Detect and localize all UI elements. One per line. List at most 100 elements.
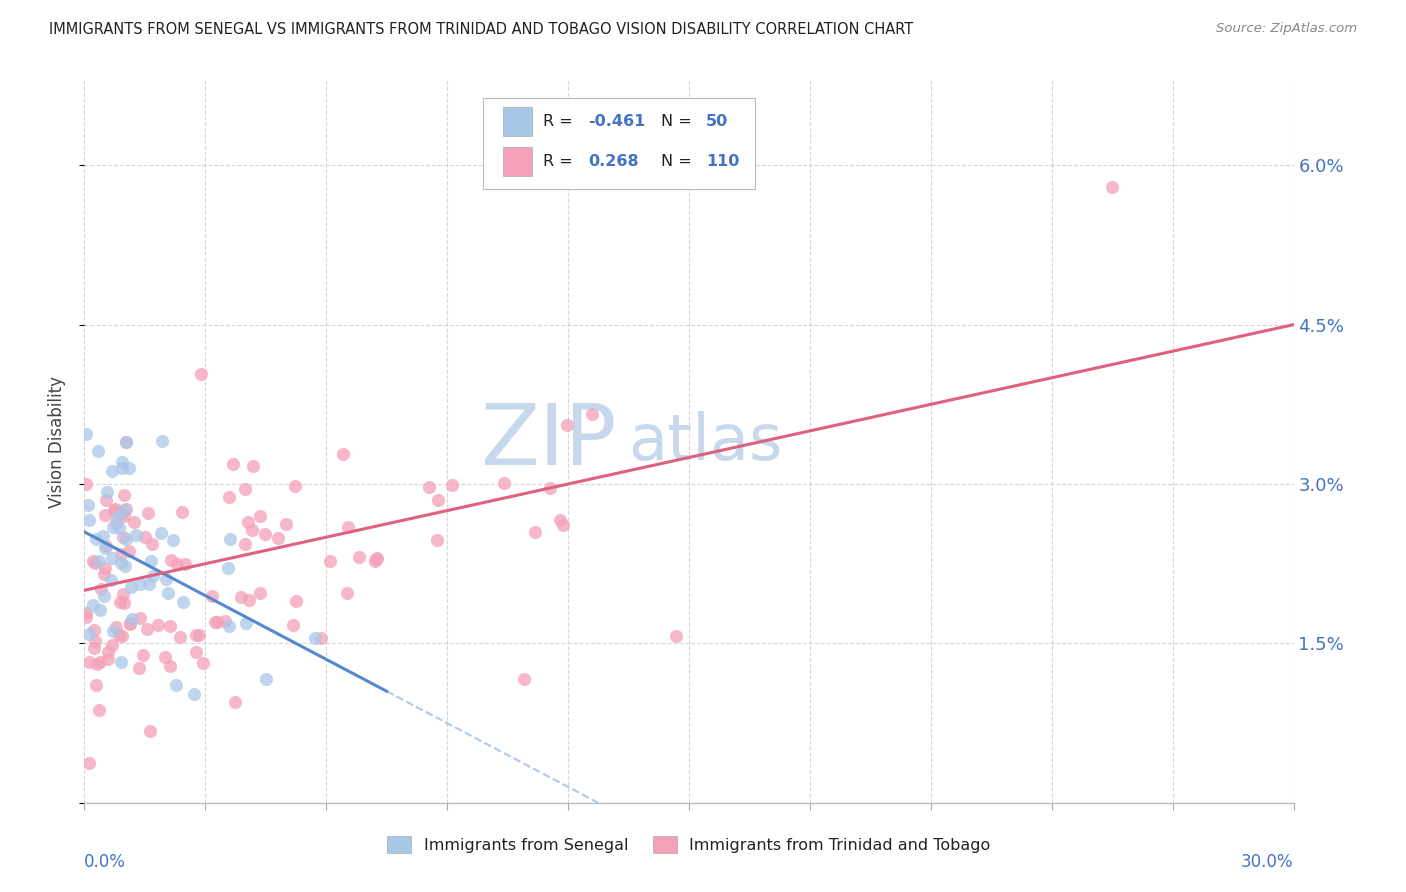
- Point: [111, 506, 134, 520]
- Point: [162, 533, 184, 548]
- Point: [100, 638, 122, 652]
- Point: [128, 576, 150, 591]
- Point: [83, 623, 105, 637]
- Point: [103, 624, 125, 638]
- FancyBboxPatch shape: [503, 107, 531, 136]
- Point: [124, 515, 146, 529]
- Point: [142, 569, 165, 583]
- Point: [157, 585, 180, 599]
- Point: [150, 434, 173, 449]
- Point: [555, 417, 578, 432]
- Point: [184, 644, 207, 658]
- Point: [169, 630, 191, 644]
- Point: [155, 572, 177, 586]
- Point: [105, 516, 128, 531]
- Point: [233, 537, 256, 551]
- Point: [118, 461, 141, 475]
- Point: [84, 556, 107, 570]
- Point: [89, 603, 111, 617]
- Text: 0.268: 0.268: [589, 153, 640, 169]
- Point: [103, 503, 125, 517]
- Point: [121, 611, 143, 625]
- Point: [336, 519, 359, 533]
- Point: [159, 553, 181, 567]
- Point: [75, 610, 97, 624]
- Text: 0.0%: 0.0%: [84, 854, 127, 871]
- Point: [89, 655, 111, 669]
- Point: [254, 673, 277, 687]
- Point: [86, 657, 108, 671]
- Point: [309, 631, 332, 645]
- Point: [82, 599, 104, 613]
- Point: [214, 614, 236, 628]
- Point: [217, 561, 239, 575]
- Text: R =: R =: [543, 114, 578, 129]
- Text: atlas: atlas: [628, 410, 783, 473]
- Point: [96, 484, 118, 499]
- Point: [79, 756, 101, 771]
- Point: [84, 633, 107, 648]
- Point: [101, 550, 124, 565]
- Point: [284, 479, 307, 493]
- Point: [221, 457, 243, 471]
- Point: [101, 520, 124, 534]
- Point: [235, 615, 257, 630]
- Point: [190, 368, 212, 382]
- Point: [75, 606, 97, 620]
- Point: [188, 628, 211, 642]
- Point: [87, 444, 110, 458]
- Point: [86, 532, 108, 546]
- Point: [112, 502, 135, 516]
- Point: [150, 526, 173, 541]
- Point: [523, 524, 546, 539]
- Point: [77, 627, 100, 641]
- Point: [550, 513, 572, 527]
- Point: [136, 622, 159, 636]
- Point: [110, 455, 132, 469]
- Point: [141, 536, 163, 550]
- Y-axis label: Vision Disability: Vision Disability: [48, 376, 66, 508]
- Point: [191, 656, 214, 670]
- Point: [426, 533, 449, 548]
- Point: [91, 529, 114, 543]
- Point: [111, 587, 134, 601]
- Point: [120, 615, 142, 630]
- Point: [94, 492, 117, 507]
- Point: [120, 616, 142, 631]
- Text: N =: N =: [661, 114, 697, 129]
- Point: [111, 629, 134, 643]
- Point: [75, 476, 97, 491]
- Point: [1101, 179, 1123, 194]
- Point: [100, 574, 122, 588]
- Point: [253, 527, 276, 541]
- Text: IMMIGRANTS FROM SENEGAL VS IMMIGRANTS FROM TRINIDAD AND TOBAGO VISION DISABILITY: IMMIGRANTS FROM SENEGAL VS IMMIGRANTS FR…: [49, 22, 914, 37]
- Point: [427, 493, 450, 508]
- Point: [218, 532, 240, 546]
- Point: [110, 556, 132, 570]
- Point: [97, 645, 120, 659]
- Point: [105, 509, 128, 524]
- Point: [94, 541, 117, 556]
- Point: [86, 678, 108, 692]
- Point: [93, 589, 115, 603]
- Point: [418, 479, 440, 493]
- Point: [229, 590, 252, 604]
- Point: [108, 594, 131, 608]
- Point: [77, 655, 100, 669]
- Point: [104, 501, 127, 516]
- Point: [267, 531, 290, 545]
- Point: [117, 544, 139, 558]
- Point: [249, 508, 271, 523]
- Point: [114, 502, 136, 516]
- Point: [110, 547, 132, 561]
- Point: [366, 552, 388, 566]
- Point: [440, 477, 463, 491]
- Point: [242, 459, 264, 474]
- Point: [128, 661, 150, 675]
- Point: [108, 521, 131, 535]
- Point: [494, 476, 516, 491]
- Point: [553, 517, 575, 532]
- Point: [108, 627, 131, 641]
- Point: [77, 513, 100, 527]
- Point: [283, 618, 305, 632]
